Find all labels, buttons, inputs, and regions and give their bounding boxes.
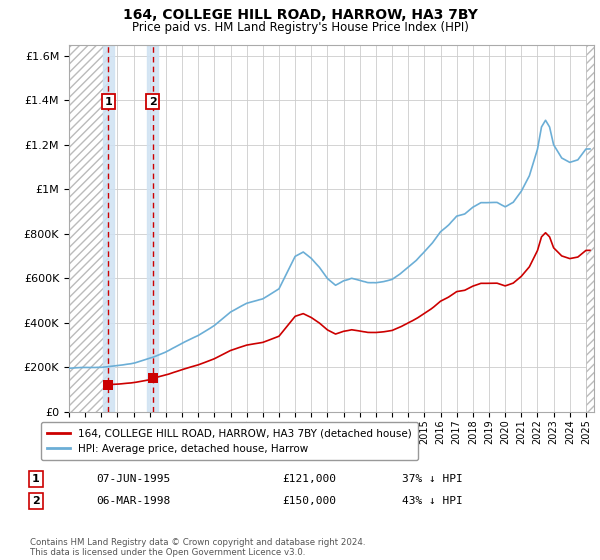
- Text: Price paid vs. HM Land Registry's House Price Index (HPI): Price paid vs. HM Land Registry's House …: [131, 21, 469, 34]
- Text: 43% ↓ HPI: 43% ↓ HPI: [402, 496, 463, 506]
- Bar: [586, 45, 594, 412]
- Text: 2: 2: [149, 97, 157, 106]
- Bar: [147, 45, 158, 412]
- Text: 164, COLLEGE HILL ROAD, HARROW, HA3 7BY: 164, COLLEGE HILL ROAD, HARROW, HA3 7BY: [122, 8, 478, 22]
- Text: £150,000: £150,000: [282, 496, 336, 506]
- Bar: [69, 45, 109, 412]
- Text: 2: 2: [32, 496, 40, 506]
- Text: £121,000: £121,000: [282, 474, 336, 484]
- Text: 37% ↓ HPI: 37% ↓ HPI: [402, 474, 463, 484]
- Text: 1: 1: [32, 474, 40, 484]
- Legend: 164, COLLEGE HILL ROAD, HARROW, HA3 7BY (detached house), HPI: Average price, de: 164, COLLEGE HILL ROAD, HARROW, HA3 7BY …: [41, 422, 418, 460]
- Text: 07-JUN-1995: 07-JUN-1995: [96, 474, 170, 484]
- Bar: [103, 45, 114, 412]
- Text: Contains HM Land Registry data © Crown copyright and database right 2024.
This d: Contains HM Land Registry data © Crown c…: [30, 538, 365, 557]
- Text: 06-MAR-1998: 06-MAR-1998: [96, 496, 170, 506]
- Text: 1: 1: [104, 97, 112, 106]
